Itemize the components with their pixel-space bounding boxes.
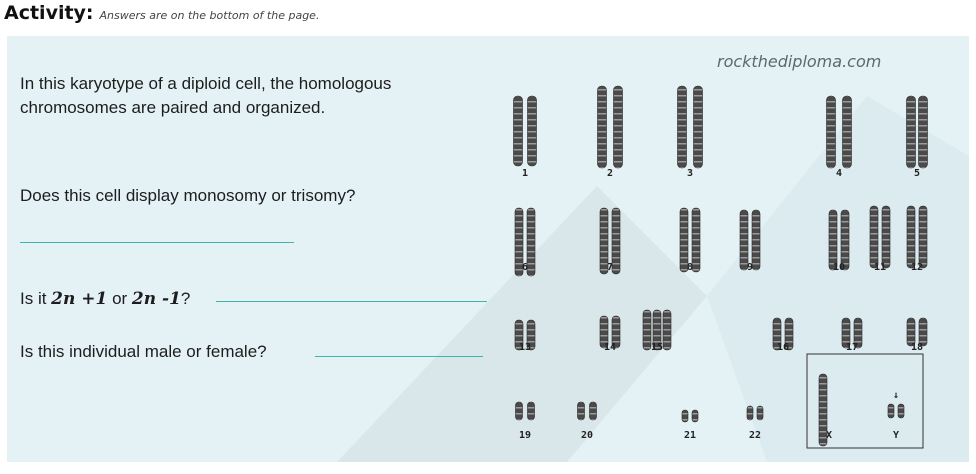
activity-note: Answers are on the bottom of the page. <box>99 9 320 22</box>
y-arrow-icon: ↓ <box>893 390 899 401</box>
answer-line-1[interactable] <box>20 242 294 243</box>
chromosome-number-label: 19 <box>519 430 531 441</box>
chromosome-15-copy-1 <box>642 309 652 351</box>
chromosome-14-copy-1 <box>599 315 609 349</box>
activity-title: Activity: <box>4 2 94 24</box>
chromosome-16-copy-2 <box>784 317 794 351</box>
chromosome-number-label: X <box>826 430 832 441</box>
q2-prefix: Is it <box>20 289 52 308</box>
question-sex: Is this individual male or female? <box>20 342 267 361</box>
answer-line-2[interactable] <box>216 301 487 302</box>
chromosome-21-copy-2 <box>691 409 699 423</box>
chromosome-number-label: 14 <box>604 342 616 353</box>
chromosome-16-copy-1 <box>772 317 782 351</box>
chromosome-Y-copy-2 <box>897 403 905 419</box>
chromosome-19-copy-2 <box>527 401 535 421</box>
chromosome-number-label: 15 <box>651 342 663 353</box>
chromosome-4-copy-2 <box>842 95 852 169</box>
chromosome-number-label: 2 <box>607 168 613 179</box>
chromosome-3-copy-2 <box>693 85 703 169</box>
chromosome-X-copy-1 <box>818 373 828 447</box>
chromosome-14-copy-2 <box>611 315 621 349</box>
chromosome-number-label: 1 <box>522 168 528 179</box>
chromosome-number-label: 3 <box>687 168 693 179</box>
chromosome-6-copy-2 <box>526 207 536 277</box>
chromosome-22-copy-2 <box>756 405 764 421</box>
chromosome-20-copy-2 <box>589 401 597 421</box>
chromosome-2-copy-2 <box>613 85 623 169</box>
chromosome-18-copy-2 <box>918 317 928 347</box>
chromosome-12-copy-1 <box>906 205 916 269</box>
question-monosomy-trisomy: Does this cell display monosomy or triso… <box>20 186 356 205</box>
chromosome-18-copy-1 <box>906 317 916 347</box>
chromosome-5-copy-1 <box>906 95 916 169</box>
chromosome-8-copy-1 <box>679 207 689 273</box>
chromosome-17-copy-2 <box>853 317 863 349</box>
chromosome-number-label: 13 <box>519 342 531 353</box>
chromosome-number-label: 16 <box>777 342 789 353</box>
chromosome-1-copy-2 <box>527 95 537 167</box>
chromosome-number-label: 10 <box>833 262 845 273</box>
chromosome-Y-copy-1 <box>887 403 895 419</box>
chromosome-number-label: Y <box>893 430 899 441</box>
question-chromosome-number: Is it 2n +1 or 2n -1? <box>20 288 190 310</box>
chromosome-number-label: 21 <box>684 430 696 441</box>
chromosome-number-label: 12 <box>911 262 923 273</box>
chromosome-2-copy-1 <box>597 85 607 169</box>
chromosome-7-copy-1 <box>599 207 609 275</box>
chromosome-number-label: 22 <box>749 430 761 441</box>
chromosome-21-copy-1 <box>681 409 689 423</box>
chromosome-22-copy-1 <box>746 405 754 421</box>
chromosome-1-copy-1 <box>513 95 523 167</box>
chromosome-number-label: 6 <box>522 262 528 273</box>
chromosome-9-copy-1 <box>739 209 749 271</box>
activity-header: Activity: Answers are on the bottom of t… <box>4 2 319 28</box>
chromosome-6-copy-1 <box>514 207 524 277</box>
chromosome-9-copy-2 <box>751 209 761 271</box>
chromosome-3-copy-1 <box>677 85 687 169</box>
chromosome-10-copy-2 <box>840 209 850 271</box>
chromosome-number-label: 17 <box>846 342 858 353</box>
chromosome-15-copy-3 <box>662 309 672 351</box>
chromosome-19-copy-1 <box>515 401 523 421</box>
chromosome-4-copy-1 <box>826 95 836 169</box>
chromosome-number-label: 18 <box>911 342 923 353</box>
chromosome-10-copy-1 <box>828 209 838 271</box>
chromosome-11-copy-1 <box>869 205 879 269</box>
chromosome-number-label: 9 <box>747 262 753 273</box>
chromosome-15-copy-2 <box>652 309 662 351</box>
chromosome-13-copy-2 <box>526 319 536 351</box>
chromosome-12-copy-2 <box>918 205 928 269</box>
activity-panel: In this karyotype of a diploid cell, the… <box>7 36 969 462</box>
chromosome-number-label: 11 <box>874 262 886 273</box>
chromosome-20-copy-1 <box>577 401 585 421</box>
chromosome-5-copy-2 <box>918 95 928 169</box>
chromosome-number-label: 20 <box>581 430 593 441</box>
chromosome-8-copy-2 <box>691 207 701 273</box>
intro-line-1: In this karyotype of a diploid cell, the… <box>20 74 392 93</box>
q2-suffix: ? <box>180 289 191 308</box>
chromosome-11-copy-2 <box>881 205 891 269</box>
chromosome-17-copy-1 <box>841 317 851 349</box>
site-watermark: rockthediploma.com <box>717 52 882 71</box>
chromosome-13-copy-1 <box>514 319 524 351</box>
q2-option-minus: 2n -1 <box>131 289 181 309</box>
chromosome-number-label: 4 <box>836 168 842 179</box>
intro-line-2: chromosomes are paired and organized. <box>20 98 326 117</box>
chromosome-number-label: 5 <box>914 168 920 179</box>
q2-option-plus: 2n +1 <box>51 289 108 309</box>
chromosome-7-copy-2 <box>611 207 621 275</box>
answer-line-3[interactable] <box>315 356 483 357</box>
q2-or: or <box>107 289 132 308</box>
chromosome-number-label: 8 <box>687 262 693 273</box>
chromosome-number-label: 7 <box>607 262 613 273</box>
